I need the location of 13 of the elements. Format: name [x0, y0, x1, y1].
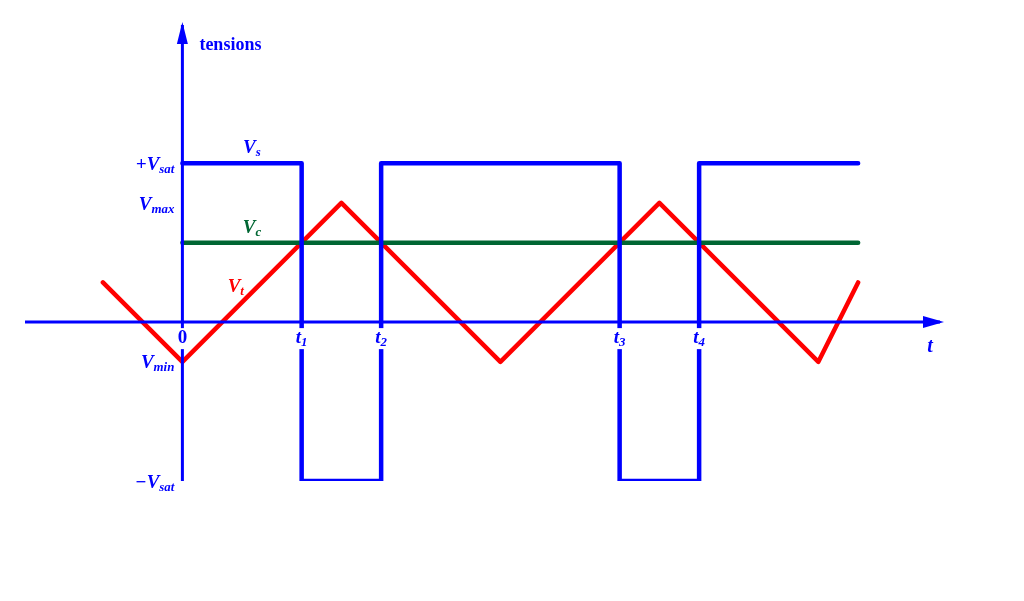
- x-axis-title: t: [927, 334, 935, 357]
- x-tick-label: t$_{4}$: [693, 326, 706, 349]
- series-label: V$_{t}$: [227, 275, 245, 299]
- x-tick-label: t$_{2}$: [375, 326, 388, 349]
- annotation: V$_{min}$: [140, 351, 175, 375]
- series-label: V$_{c}$: [242, 215, 262, 239]
- series-label: V$_{s}$: [243, 136, 261, 160]
- annotation: V$_{max}$: [138, 192, 175, 216]
- annotation: +V$_{sat}$: [135, 152, 175, 176]
- text: tensions: [199, 34, 262, 54]
- annotation: −V$_{sat}$: [135, 470, 175, 494]
- x-tick-label: t$_{3}$: [613, 326, 627, 349]
- x-tick-label: t$_{1}$: [295, 326, 308, 349]
